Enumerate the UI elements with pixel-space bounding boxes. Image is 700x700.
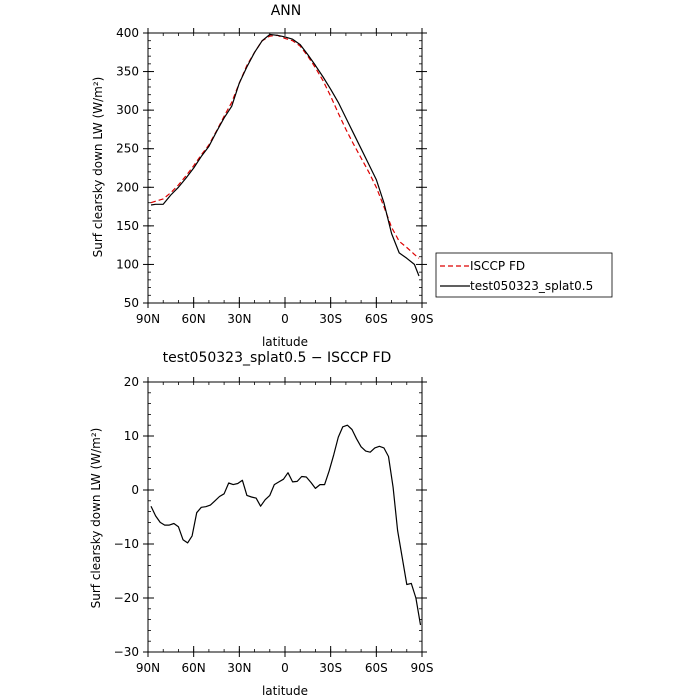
bottom-plot-area: 90N 60N 30N 0 30S 60S 90S −30 −20 −10 0 10 20: [114, 375, 434, 675]
x-tick-label: 90N: [136, 661, 160, 675]
x-tick-label: 60S: [365, 661, 388, 675]
x-tick-label: 0: [281, 661, 289, 675]
y-tick-label: 200: [116, 180, 139, 194]
top-x-axis-label: latitude: [262, 335, 308, 349]
top-panel: ANN 90N 60N 30N 0 30S 60S 90S 50 100 150 200 250 300…: [91, 3, 613, 349]
bottom-panel: test050323_splat0.5 − ISCCP FD 90N 60N 30N…: [89, 350, 433, 698]
y-tick-label: −20: [114, 591, 139, 605]
series-line-0-1: [150, 33, 420, 277]
x-tick-label: 30S: [319, 661, 342, 675]
x-tick-label: 90S: [411, 312, 434, 326]
x-tick-label: 60N: [182, 661, 206, 675]
y-tick-label: −30: [114, 645, 139, 659]
bottom-chart-title: test050323_splat0.5 − ISCCP FD: [163, 350, 392, 366]
y-tick-label: 20: [124, 375, 139, 389]
y-tick-label: 0: [131, 483, 139, 497]
x-tick-label: 30N: [227, 312, 251, 326]
legend-label-test: test050323_splat0.5: [470, 279, 593, 293]
top-plot-area: 90N 60N 30N 0 30S 60S 90S 50 100 150 200 250 300 350 4…: [116, 26, 433, 326]
plot-frame: [147, 381, 423, 653]
y-tick-label: 300: [116, 103, 139, 117]
bottom-y-axis-label: Surf clearsky down LW (W/m²): [89, 428, 103, 609]
legend-box: [435, 252, 613, 298]
series-line-1-0: [150, 424, 422, 626]
x-tick-label: 60N: [182, 312, 206, 326]
x-tick-label: 30N: [227, 661, 251, 675]
y-tick-label: 10: [124, 429, 139, 443]
legend-label-isccp: ISCCP FD: [470, 259, 525, 273]
x-tick-label: 90N: [136, 312, 160, 326]
y-tick-label: 350: [116, 65, 139, 79]
plot-frame: [147, 32, 423, 304]
x-tick-label: 0: [281, 312, 289, 326]
x-tick-label: 60S: [365, 312, 388, 326]
y-tick-label: 100: [116, 257, 139, 271]
top-y-axis-label: Surf clearsky down LW (W/m²): [91, 77, 105, 258]
x-tick-label: 90S: [411, 661, 434, 675]
x-tick-label: 30S: [319, 312, 342, 326]
top-chart-title: ANN: [271, 3, 302, 19]
y-tick-label: 250: [116, 142, 139, 156]
y-tick-label: −10: [114, 537, 139, 551]
y-tick-label: 150: [116, 219, 139, 233]
y-tick-label: 400: [116, 26, 139, 40]
legend: ISCCP FD test050323_splat0.5: [435, 252, 613, 298]
series-line-0-0: [150, 34, 420, 259]
bottom-x-axis-label: latitude: [262, 684, 308, 698]
y-tick-label: 50: [124, 296, 139, 310]
